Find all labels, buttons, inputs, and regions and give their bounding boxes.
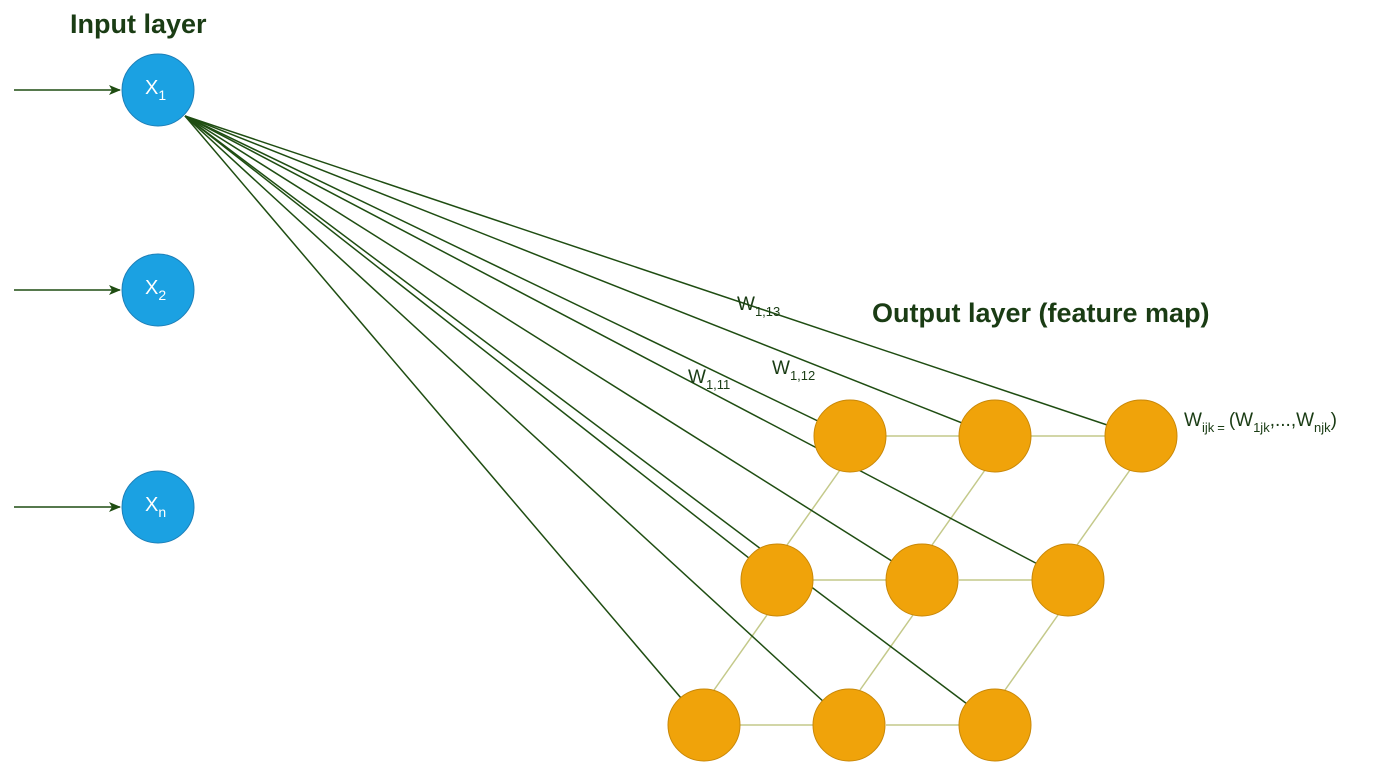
output-grid — [713, 435, 1131, 726]
input-node-label: Xn — [145, 494, 166, 520]
input-node-circle — [121, 470, 195, 544]
input-layer: X1 X2 Xn — [121, 53, 195, 544]
output-node — [667, 688, 741, 762]
input-node-circle — [121, 253, 195, 327]
connection-line — [184, 115, 1141, 437]
input-node-x1: X1 — [121, 53, 195, 127]
output-node — [740, 543, 814, 617]
weight-label-w1-13: W1,13 — [737, 294, 780, 319]
output-node — [813, 399, 887, 473]
grid-edge — [859, 614, 914, 691]
output-node — [1104, 399, 1178, 473]
grid-edge — [931, 469, 986, 546]
input-layer-title: Input layer — [70, 9, 207, 39]
grid-edge — [1076, 469, 1131, 546]
input-node-label: X1 — [145, 77, 166, 103]
grid-edge — [786, 469, 841, 546]
output-node — [885, 543, 959, 617]
output-node — [958, 399, 1032, 473]
connection-line — [184, 115, 1069, 581]
input-node-label: X2 — [145, 277, 166, 303]
output-layer-title: Output layer (feature map) — [872, 298, 1210, 328]
connection-line — [184, 115, 705, 726]
output-node — [1031, 543, 1105, 617]
weight-connections — [184, 115, 1141, 726]
connection-line — [184, 115, 778, 581]
connection-line — [184, 115, 850, 437]
weight-vector-formula: Wijk = (W1jk,...,Wnjk) — [1184, 410, 1337, 435]
grid-edge — [713, 614, 768, 691]
output-node — [958, 688, 1032, 762]
input-node-circle — [121, 53, 195, 127]
connection-line — [184, 115, 850, 726]
input-node-xn: Xn — [121, 470, 195, 544]
weight-label-w1-11: W1,11 — [688, 367, 730, 392]
input-node-x2: X2 — [121, 253, 195, 327]
weight-label-w1-12: W1,12 — [772, 358, 815, 383]
connection-line — [184, 115, 996, 726]
connection-line — [184, 115, 923, 581]
input-arrows — [14, 85, 121, 512]
output-layer — [667, 399, 1178, 762]
connection-line — [184, 115, 996, 437]
output-node — [812, 688, 886, 762]
grid-edge — [1004, 614, 1059, 691]
